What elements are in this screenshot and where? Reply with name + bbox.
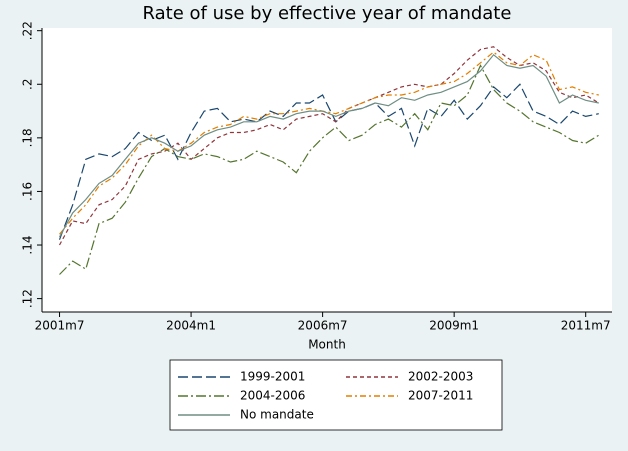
plot-area (42, 28, 612, 312)
x-tick-label: 2011m7 (561, 319, 611, 333)
series-line (59, 51, 599, 235)
series-line (58, 46, 600, 246)
chart-title: Rate of use by effective year of mandate (143, 3, 512, 24)
legend-label: 2004-2006 (240, 389, 305, 403)
y-tick-label: .12 (21, 289, 35, 308)
series-line (58, 53, 599, 238)
legend (169, 359, 503, 431)
y-tick-label: .2 (21, 79, 35, 90)
y-tick-label: .22 (21, 21, 35, 40)
y-tick-label: .18 (21, 128, 35, 147)
x-tick-label: 2004m1 (166, 319, 216, 333)
legend-label: 1999-2001 (240, 370, 305, 384)
legend-label: No mandate (240, 408, 314, 422)
series-line (59, 64, 600, 275)
legend-label: 2007-2011 (408, 389, 473, 403)
x-axis-label: Month (308, 338, 346, 352)
x-tick-label: 2009m1 (429, 319, 479, 333)
y-tick-label: .14 (21, 235, 35, 254)
legend-label: 2002-2003 (408, 370, 473, 384)
x-tick-label: 2006m7 (298, 319, 348, 333)
x-tick-label: 2001m7 (35, 319, 85, 333)
y-tick-label: .16 (21, 182, 35, 201)
